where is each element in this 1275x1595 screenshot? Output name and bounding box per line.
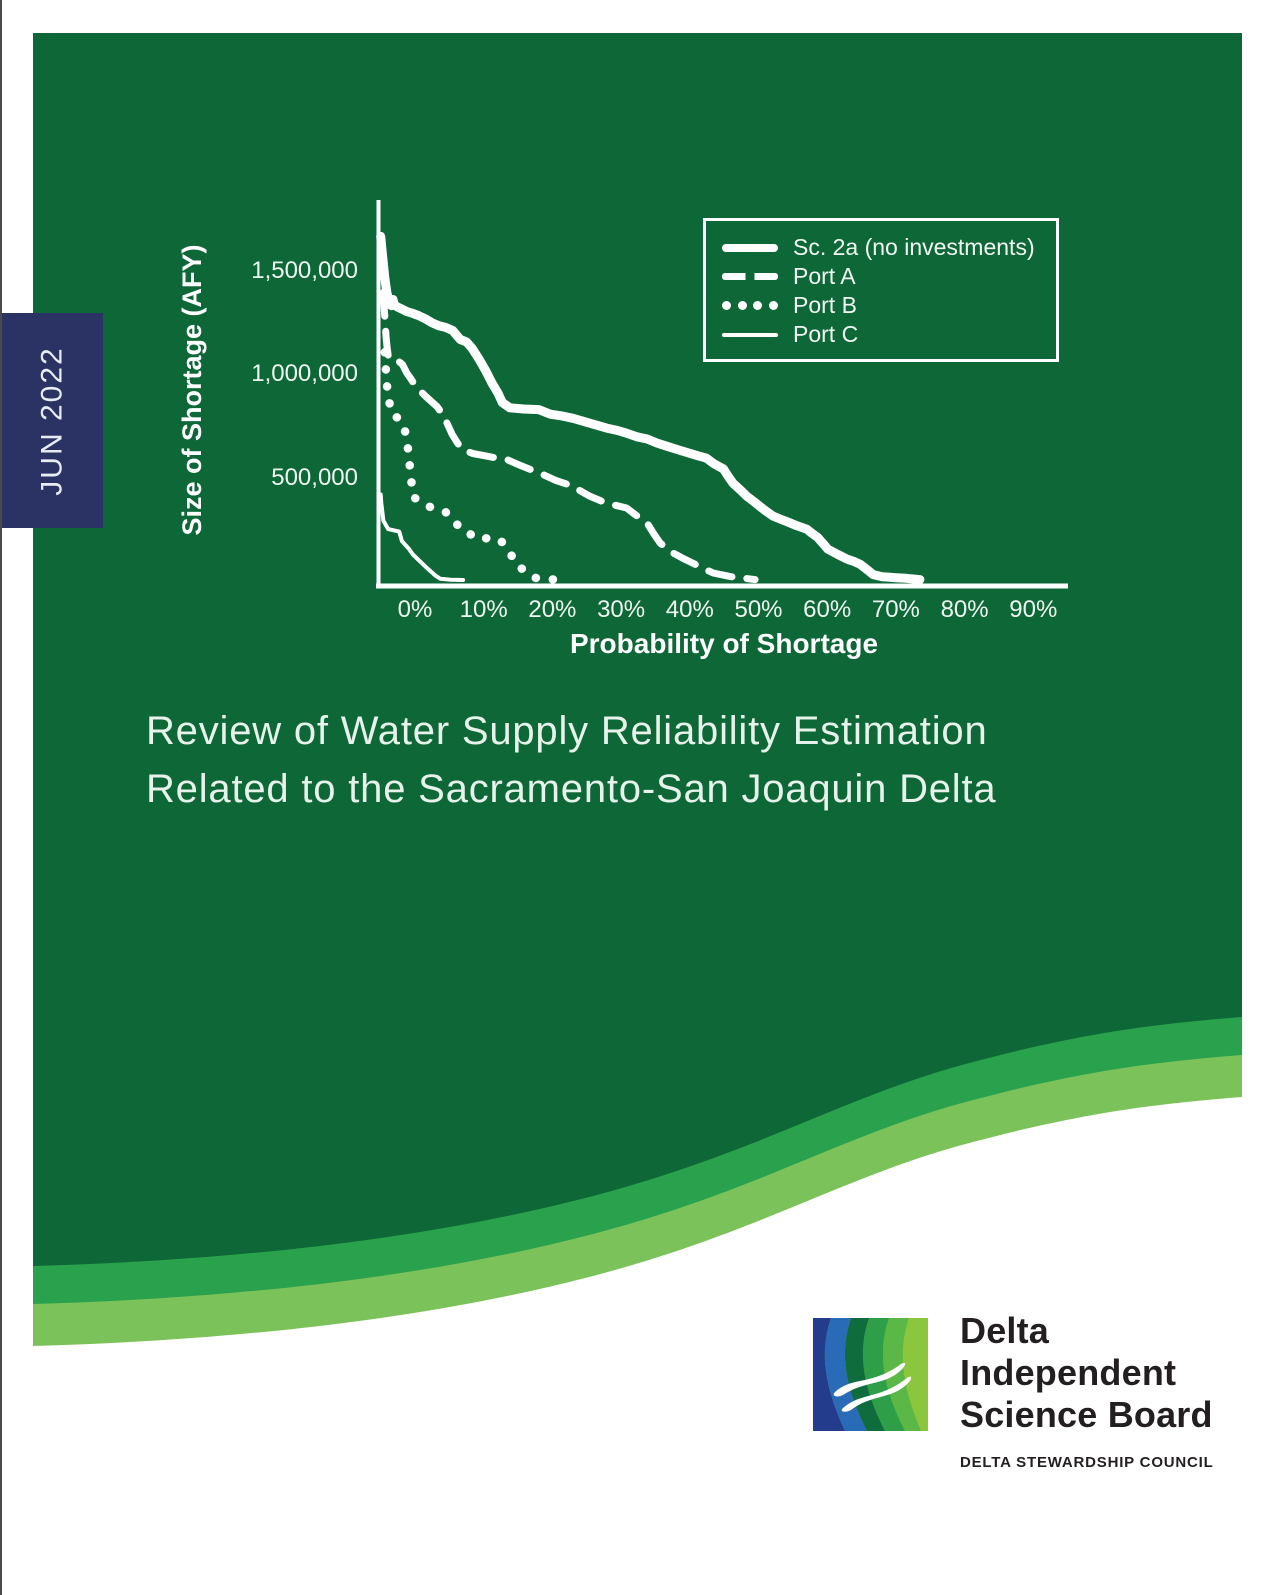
date-tab: JUN 2022: [2, 313, 103, 528]
logo-wave-lower: [841, 1376, 912, 1412]
legend-swatch-solid-thick: [722, 243, 778, 252]
y-tick-label: 1,000,000: [251, 360, 358, 387]
legend-row: Port B: [722, 291, 1050, 320]
legend-swatch-dashed: [722, 273, 778, 280]
legend-row: Port A: [722, 262, 1050, 291]
chart-canvas: [376, 200, 1068, 589]
series-line-3: [380, 348, 563, 585]
series-line-1: [376, 231, 925, 585]
report-title-line1: Review of Water Supply Reliability Estim…: [146, 709, 988, 753]
legend-label: Port C: [793, 321, 859, 347]
x-tick-label: 10%: [459, 596, 508, 623]
chart-legend: Sc. 2a (no investments) Port A Port B Port …: [703, 218, 1059, 362]
page-edge-line: [0, 0, 2, 1595]
legend-label: Port A: [793, 263, 856, 289]
x-axis-label: Probability of Shortage: [569, 628, 879, 659]
wave-band-dark: [33, 1000, 1242, 1266]
x-tick-label: 90%: [1009, 596, 1058, 623]
report-title-line2: Related to the Sacramento-San Joaquin De…: [146, 767, 997, 811]
shortage-probability-chart: Size of Shortage (AFY) Probability of Sh…: [150, 190, 1100, 670]
x-tick-label: 80%: [940, 596, 989, 623]
legend-row: Sc. 2a (no investments): [722, 233, 1050, 262]
x-tick-label: 70%: [871, 596, 920, 623]
y-tick-label: 500,000: [271, 463, 358, 491]
date-tab-label: JUN 2022: [35, 345, 69, 496]
x-tick-label: 0%: [397, 596, 433, 623]
org-subtitle: DELTA STEWARDSHIP COUNCIL: [960, 1454, 1214, 1471]
x-tick-label: 60%: [803, 596, 852, 623]
legend-label: Port B: [793, 292, 857, 318]
x-tick-label: 30%: [597, 596, 646, 623]
legend-swatch-solid-thin: [722, 332, 778, 337]
org-name: Delta Independent Science Board DELTA ST…: [960, 1310, 1214, 1471]
delta-logo-icon: [813, 1318, 928, 1431]
org-name-line2: Independent: [960, 1352, 1177, 1393]
wave-decoration: [33, 1000, 1242, 1346]
x-tick-label: 20%: [528, 596, 577, 623]
series-line-2: [379, 288, 759, 584]
legend-swatch-dotted: [722, 301, 778, 310]
report-title: Review of Water Supply Reliability Estim…: [146, 702, 1146, 818]
y-tick-label: 1,500,000: [251, 256, 358, 284]
legend-label: Sc. 2a (no investments): [793, 234, 1035, 260]
org-logo: Delta Independent Science Board DELTA ST…: [813, 1310, 1214, 1471]
org-name-line3: Science Board: [960, 1394, 1213, 1435]
series-line-4: [378, 492, 466, 582]
x-tick-label: 40%: [665, 596, 714, 623]
legend-row: Port C: [722, 320, 1050, 349]
x-tick-label: 50%: [734, 596, 783, 623]
logo-wave-upper: [833, 1363, 906, 1397]
y-axis-label: Size of Shortage (AFY): [177, 244, 207, 536]
org-name-line1: Delta: [960, 1310, 1050, 1351]
